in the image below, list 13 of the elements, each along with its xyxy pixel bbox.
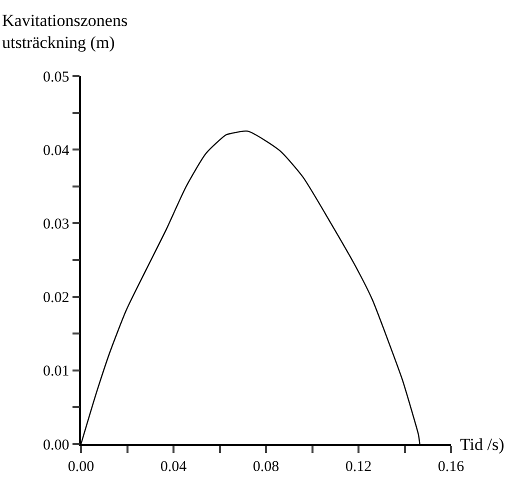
y-tick-label: 0.03 xyxy=(43,216,70,232)
y-tick-label: 0.02 xyxy=(43,290,70,306)
x-tick-label: 0.12 xyxy=(345,458,372,475)
y-tick-label: 0.05 xyxy=(43,69,70,86)
y-axis-title: Kavitationszonens utsträckning (m) xyxy=(2,11,128,52)
x-tick-label: 0.00 xyxy=(68,458,94,475)
y-tick-label: 0.04 xyxy=(43,142,70,159)
y-tick-label: 0.01 xyxy=(43,364,70,380)
x-axis-title: Tid /s) xyxy=(460,435,504,454)
x-tick-label: 0.04 xyxy=(160,458,188,475)
x-tick-label: 0.16 xyxy=(438,458,465,475)
x-tick-label: 0.08 xyxy=(252,458,280,475)
y-tick-label: 0.00 xyxy=(43,437,70,454)
